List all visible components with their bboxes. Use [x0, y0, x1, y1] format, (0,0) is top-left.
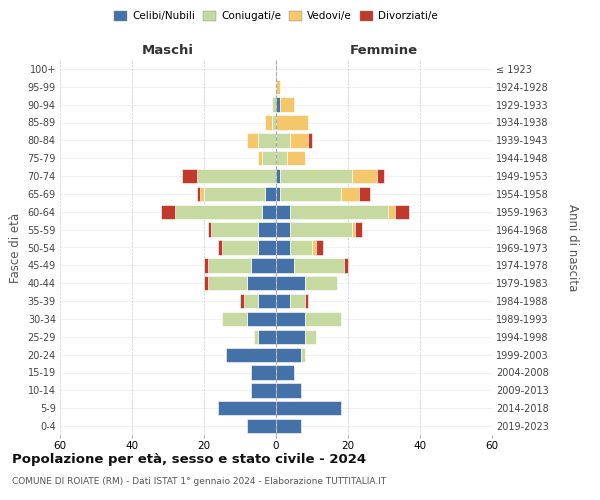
- Bar: [204, 258, 208, 272]
- Bar: [175, 204, 262, 219]
- Bar: [272, 116, 276, 130]
- Bar: [276, 116, 308, 130]
- Bar: [272, 98, 276, 112]
- Bar: [301, 348, 305, 362]
- Bar: [182, 169, 197, 183]
- Bar: [258, 151, 262, 166]
- Text: Popolazione per età, sesso e stato civile - 2024: Popolazione per età, sesso e stato civil…: [12, 452, 366, 466]
- Bar: [276, 80, 280, 94]
- Bar: [247, 419, 276, 433]
- Bar: [258, 240, 276, 254]
- Bar: [276, 133, 290, 148]
- Text: Maschi: Maschi: [142, 44, 194, 58]
- Bar: [294, 258, 344, 272]
- Bar: [308, 133, 312, 148]
- Bar: [258, 133, 276, 148]
- Bar: [251, 366, 276, 380]
- Bar: [247, 133, 258, 148]
- Bar: [290, 222, 352, 237]
- Bar: [290, 240, 312, 254]
- Bar: [344, 258, 348, 272]
- Bar: [208, 222, 211, 237]
- Bar: [276, 151, 287, 166]
- Bar: [377, 169, 384, 183]
- Bar: [244, 294, 258, 308]
- Bar: [355, 222, 362, 237]
- Bar: [200, 187, 204, 201]
- Bar: [290, 294, 305, 308]
- Bar: [197, 187, 200, 201]
- Y-axis label: Fasce di età: Fasce di età: [9, 212, 22, 282]
- Bar: [262, 151, 276, 166]
- Bar: [287, 151, 305, 166]
- Bar: [258, 222, 276, 237]
- Bar: [276, 169, 280, 183]
- Bar: [290, 204, 388, 219]
- Bar: [276, 258, 294, 272]
- Bar: [222, 240, 258, 254]
- Bar: [254, 330, 258, 344]
- Bar: [280, 169, 352, 183]
- Bar: [276, 366, 294, 380]
- Text: COMUNE DI ROIATE (RM) - Dati ISTAT 1° gennaio 2024 - Elaborazione TUTTITALIA.IT: COMUNE DI ROIATE (RM) - Dati ISTAT 1° ge…: [12, 478, 386, 486]
- Bar: [305, 312, 341, 326]
- Bar: [316, 240, 323, 254]
- Bar: [276, 98, 280, 112]
- Bar: [276, 419, 301, 433]
- Bar: [276, 187, 280, 201]
- Bar: [276, 348, 301, 362]
- Bar: [251, 258, 276, 272]
- Bar: [395, 204, 409, 219]
- Bar: [258, 330, 276, 344]
- Bar: [352, 222, 355, 237]
- Bar: [197, 169, 276, 183]
- Bar: [247, 312, 276, 326]
- Bar: [222, 312, 247, 326]
- Bar: [208, 258, 251, 272]
- Bar: [305, 330, 316, 344]
- Bar: [276, 222, 290, 237]
- Bar: [204, 276, 208, 290]
- Bar: [276, 330, 305, 344]
- Bar: [276, 276, 305, 290]
- Bar: [276, 383, 301, 398]
- Bar: [208, 276, 247, 290]
- Bar: [312, 240, 316, 254]
- Bar: [352, 169, 377, 183]
- Bar: [211, 222, 258, 237]
- Bar: [276, 312, 305, 326]
- Bar: [204, 187, 265, 201]
- Bar: [388, 204, 395, 219]
- Bar: [218, 401, 276, 415]
- Bar: [251, 383, 276, 398]
- Bar: [265, 116, 272, 130]
- Legend: Celibi/Nubili, Coniugati/e, Vedovi/e, Divorziati/e: Celibi/Nubili, Coniugati/e, Vedovi/e, Di…: [110, 7, 442, 26]
- Bar: [276, 204, 290, 219]
- Bar: [341, 187, 359, 201]
- Bar: [226, 348, 276, 362]
- Bar: [276, 401, 341, 415]
- Bar: [218, 240, 222, 254]
- Bar: [276, 294, 290, 308]
- Bar: [305, 294, 308, 308]
- Bar: [258, 294, 276, 308]
- Bar: [262, 204, 276, 219]
- Text: Femmine: Femmine: [350, 44, 418, 58]
- Bar: [280, 187, 341, 201]
- Bar: [305, 276, 337, 290]
- Bar: [280, 98, 294, 112]
- Bar: [265, 187, 276, 201]
- Bar: [247, 276, 276, 290]
- Bar: [161, 204, 175, 219]
- Bar: [290, 133, 308, 148]
- Bar: [276, 240, 290, 254]
- Bar: [359, 187, 370, 201]
- Y-axis label: Anni di nascita: Anni di nascita: [566, 204, 579, 291]
- Bar: [240, 294, 244, 308]
